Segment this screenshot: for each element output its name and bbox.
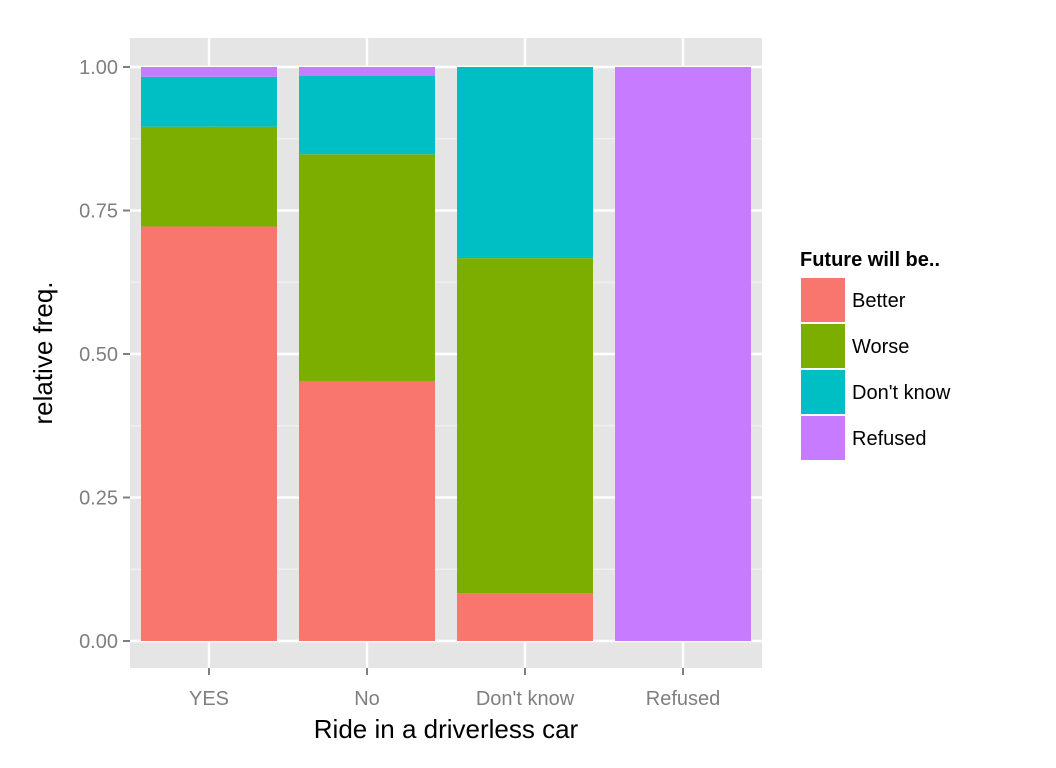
bar-segment xyxy=(299,380,435,641)
legend-label: Refused xyxy=(852,428,927,450)
legend: Future will be.. Better Worse Don't know Re… xyxy=(799,249,951,462)
x-tick-label: No xyxy=(354,688,380,710)
x-tick-label: Don't know xyxy=(476,688,575,710)
bar-segment xyxy=(457,593,593,641)
bar-segment xyxy=(299,75,435,155)
bar-segment xyxy=(457,258,593,594)
legend-title: Future will be.. xyxy=(800,249,940,271)
legend-label: Worse xyxy=(852,336,909,358)
bar-segment xyxy=(299,154,435,381)
bar-segment xyxy=(141,226,277,641)
y-tick-label: 0.50 xyxy=(79,344,118,366)
legend-swatch xyxy=(801,324,845,368)
y-tick-label: 0.75 xyxy=(79,201,118,223)
x-tick-label: YES xyxy=(189,688,229,710)
legend-swatch xyxy=(801,416,845,460)
bar-segment xyxy=(457,67,593,259)
legend-swatch xyxy=(801,370,845,414)
x-axis: YES No Don't know Refused xyxy=(189,668,720,710)
bar-segment xyxy=(141,67,277,77)
y-axis-title: relative freq. xyxy=(28,281,58,424)
bar-segment xyxy=(141,76,277,127)
y-tick-label: 0.25 xyxy=(79,488,118,510)
y-tick-label: 0.00 xyxy=(79,631,118,653)
legend-swatch xyxy=(801,278,845,322)
x-axis-title: Ride in a driverless car xyxy=(314,714,579,744)
legend-label: Better xyxy=(852,290,906,312)
bar-segment xyxy=(141,126,277,227)
x-tick-label: Refused xyxy=(646,688,721,710)
y-axis: 0.00 0.25 0.50 0.75 1.00 xyxy=(79,57,130,653)
bar-segment xyxy=(615,67,751,641)
bars xyxy=(141,67,751,641)
legend-label: Don't know xyxy=(852,382,951,404)
bar-segment xyxy=(299,67,435,76)
y-tick-label: 1.00 xyxy=(79,57,118,79)
